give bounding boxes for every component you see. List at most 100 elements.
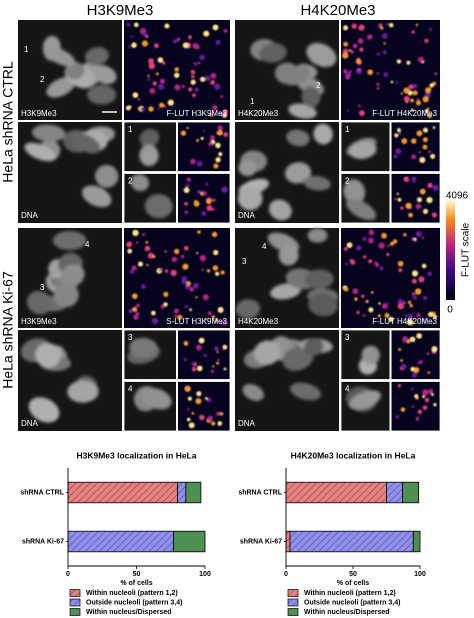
focus bbox=[220, 270, 225, 275]
focus bbox=[426, 352, 430, 355]
lut-image bbox=[341, 20, 440, 120]
nucleus bbox=[343, 179, 366, 205]
focus bbox=[141, 40, 149, 47]
focus bbox=[184, 201, 188, 206]
focus bbox=[176, 37, 181, 42]
focus bbox=[367, 237, 374, 244]
focus bbox=[218, 152, 223, 157]
nucleus bbox=[270, 283, 301, 300]
focus bbox=[132, 229, 139, 237]
focus bbox=[428, 311, 434, 317]
focus bbox=[204, 317, 208, 321]
focus bbox=[215, 142, 221, 149]
panel-label: DNA bbox=[238, 211, 256, 220]
focus bbox=[196, 252, 199, 255]
focus bbox=[389, 241, 395, 246]
bar-segment bbox=[67, 530, 174, 553]
focus bbox=[210, 369, 215, 374]
focus bbox=[223, 367, 227, 371]
panel-label: H3K9Me3 bbox=[21, 317, 57, 326]
focus bbox=[192, 42, 199, 49]
legend-swatch bbox=[69, 598, 81, 607]
focus bbox=[411, 176, 417, 182]
focus bbox=[357, 38, 364, 44]
focus bbox=[431, 346, 438, 353]
focus bbox=[149, 88, 156, 94]
foci bbox=[398, 333, 438, 378]
focus bbox=[432, 185, 439, 191]
focus bbox=[186, 417, 191, 422]
focus bbox=[386, 252, 390, 257]
inset-frame bbox=[123, 329, 231, 380]
focus bbox=[400, 92, 403, 95]
focus bbox=[183, 341, 189, 346]
focus bbox=[377, 25, 381, 28]
focus bbox=[191, 366, 197, 372]
focus bbox=[400, 206, 404, 210]
focus bbox=[190, 158, 196, 165]
focus bbox=[158, 268, 162, 272]
focus bbox=[363, 255, 367, 259]
focus bbox=[174, 314, 177, 318]
focus bbox=[207, 415, 213, 422]
nuclei bbox=[127, 337, 161, 364]
nucleus bbox=[304, 269, 334, 289]
focus bbox=[387, 245, 390, 248]
focus bbox=[345, 74, 351, 80]
nucleus bbox=[303, 175, 331, 191]
focus bbox=[186, 127, 189, 130]
legend-label: Outside nucleoli (pattern 3,4) bbox=[304, 599, 400, 606]
focus bbox=[382, 303, 388, 310]
focus bbox=[413, 237, 417, 241]
focus bbox=[174, 72, 180, 78]
legend-label: Within nucleoli (pattern 1,2) bbox=[86, 590, 178, 597]
focus bbox=[384, 312, 390, 318]
focus bbox=[422, 96, 429, 103]
nucleus bbox=[288, 103, 317, 119]
focus bbox=[418, 151, 421, 154]
focus bbox=[180, 254, 185, 259]
focus bbox=[342, 52, 349, 59]
focus bbox=[402, 340, 405, 343]
focus bbox=[152, 320, 156, 324]
focus bbox=[383, 42, 386, 45]
focus bbox=[208, 112, 213, 117]
focus bbox=[211, 421, 216, 426]
nuclei bbox=[130, 174, 173, 219]
focus bbox=[137, 98, 141, 101]
focus bbox=[429, 83, 434, 88]
foci bbox=[342, 229, 437, 326]
nuclei bbox=[250, 38, 337, 119]
panel-label: 2 bbox=[40, 75, 45, 84]
focus bbox=[195, 296, 198, 299]
focus bbox=[396, 192, 399, 195]
focus bbox=[145, 241, 149, 244]
focus bbox=[401, 138, 408, 144]
focus bbox=[210, 72, 217, 79]
focus bbox=[174, 67, 179, 72]
focus bbox=[194, 87, 199, 92]
focus bbox=[356, 310, 360, 315]
focus bbox=[152, 255, 156, 259]
focus bbox=[411, 154, 417, 160]
focus bbox=[386, 22, 389, 26]
focus bbox=[358, 24, 365, 31]
focus bbox=[414, 394, 419, 399]
focus bbox=[398, 268, 403, 273]
nucleus bbox=[95, 164, 119, 188]
focus bbox=[222, 109, 228, 115]
focus bbox=[367, 69, 374, 75]
foci bbox=[184, 385, 224, 429]
focus bbox=[214, 346, 219, 351]
focus bbox=[356, 245, 362, 251]
focus bbox=[367, 34, 373, 40]
focus bbox=[200, 136, 204, 140]
focus bbox=[432, 314, 437, 319]
focus bbox=[148, 58, 154, 65]
chart-title: H4K20Me3 localization in HeLa bbox=[291, 450, 416, 460]
nucleus bbox=[349, 141, 377, 159]
focus bbox=[358, 110, 365, 117]
nucleus bbox=[259, 43, 287, 63]
panel-label: 1 bbox=[24, 45, 29, 54]
focus bbox=[413, 366, 420, 373]
